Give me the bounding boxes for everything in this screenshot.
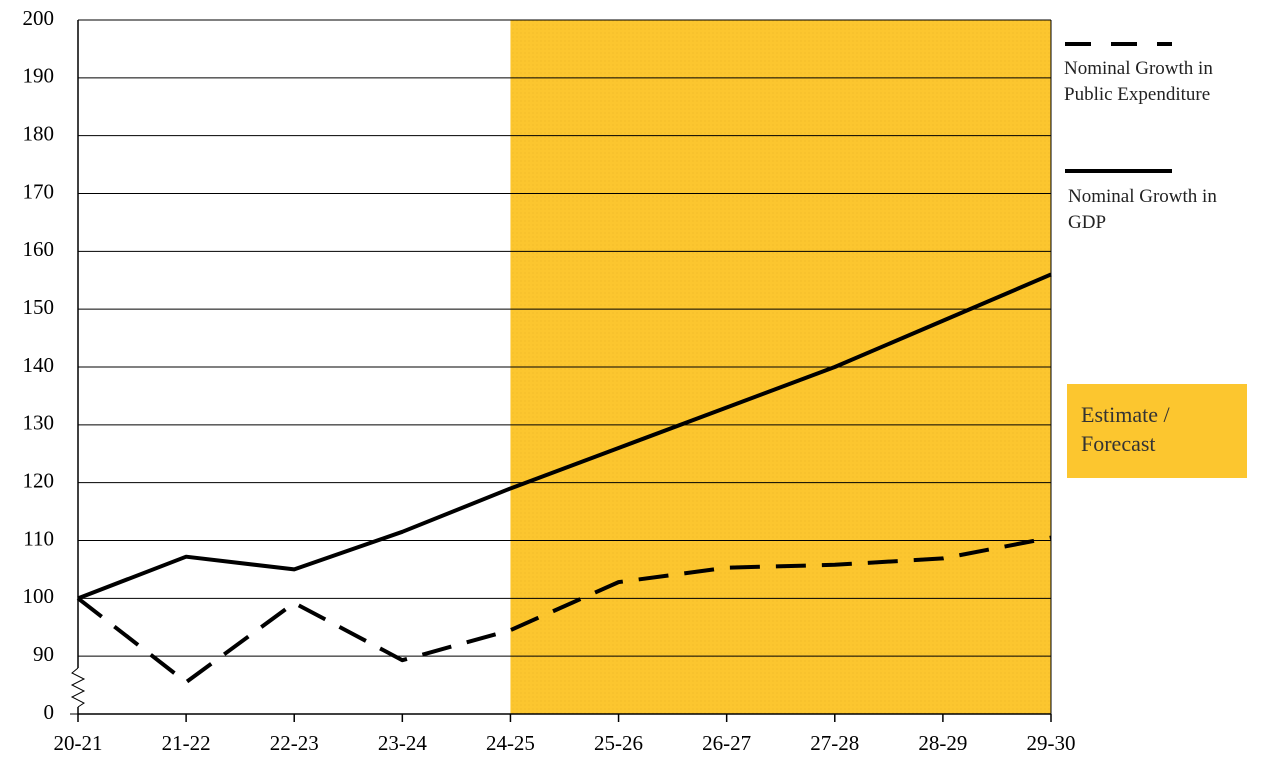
- y-tick-label: 130: [23, 411, 55, 435]
- x-tick-label: 21-22: [162, 731, 211, 755]
- axis-break: [70, 667, 86, 708]
- x-tick-label: 29-30: [1027, 731, 1076, 755]
- legend-label: Nominal Growth in GDP: [1068, 186, 1217, 233]
- x-tick-label: 24-25: [486, 731, 535, 755]
- series-line: [77, 272, 1052, 601]
- y-tick-label: 120: [23, 468, 55, 492]
- y-tick-label: 90: [33, 642, 54, 666]
- x-tick-label: 23-24: [378, 731, 427, 755]
- y-tick-label: 0: [44, 700, 55, 724]
- y-tick-label: 180: [23, 121, 55, 145]
- y-tick-label: 150: [23, 295, 55, 319]
- y-tick-label: 170: [23, 179, 55, 203]
- x-tick-label: 27-28: [810, 731, 859, 755]
- y-tick-label: 100: [23, 584, 55, 608]
- series-line: [76, 535, 1052, 685]
- x-tick-label: 25-26: [594, 731, 643, 755]
- x-tick-label: 20-21: [54, 731, 103, 755]
- y-tick-label: 110: [23, 526, 54, 550]
- legend-label: Nominal Growth in Public Expenditure: [1064, 58, 1213, 105]
- y-tick-label: 140: [23, 353, 55, 377]
- x-tick-label: 22-23: [270, 731, 319, 755]
- y-tick-label: 190: [23, 64, 55, 88]
- y-tick-label: 200: [23, 6, 55, 30]
- x-tick-label: 26-27: [702, 731, 751, 755]
- x-tick-label: 28-29: [918, 731, 967, 755]
- y-tick-label: 160: [23, 237, 55, 261]
- estimate-box: Estimate / Forecast: [1067, 384, 1247, 478]
